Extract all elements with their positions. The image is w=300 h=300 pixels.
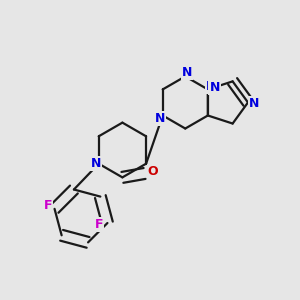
Text: N: N [155, 112, 165, 125]
Text: N: N [209, 81, 220, 94]
Text: F: F [94, 218, 103, 231]
Text: N: N [206, 80, 217, 93]
Text: N: N [90, 157, 101, 170]
Text: N: N [249, 98, 259, 110]
Text: O: O [148, 165, 158, 178]
Text: F: F [44, 199, 52, 212]
Text: N: N [182, 66, 192, 79]
